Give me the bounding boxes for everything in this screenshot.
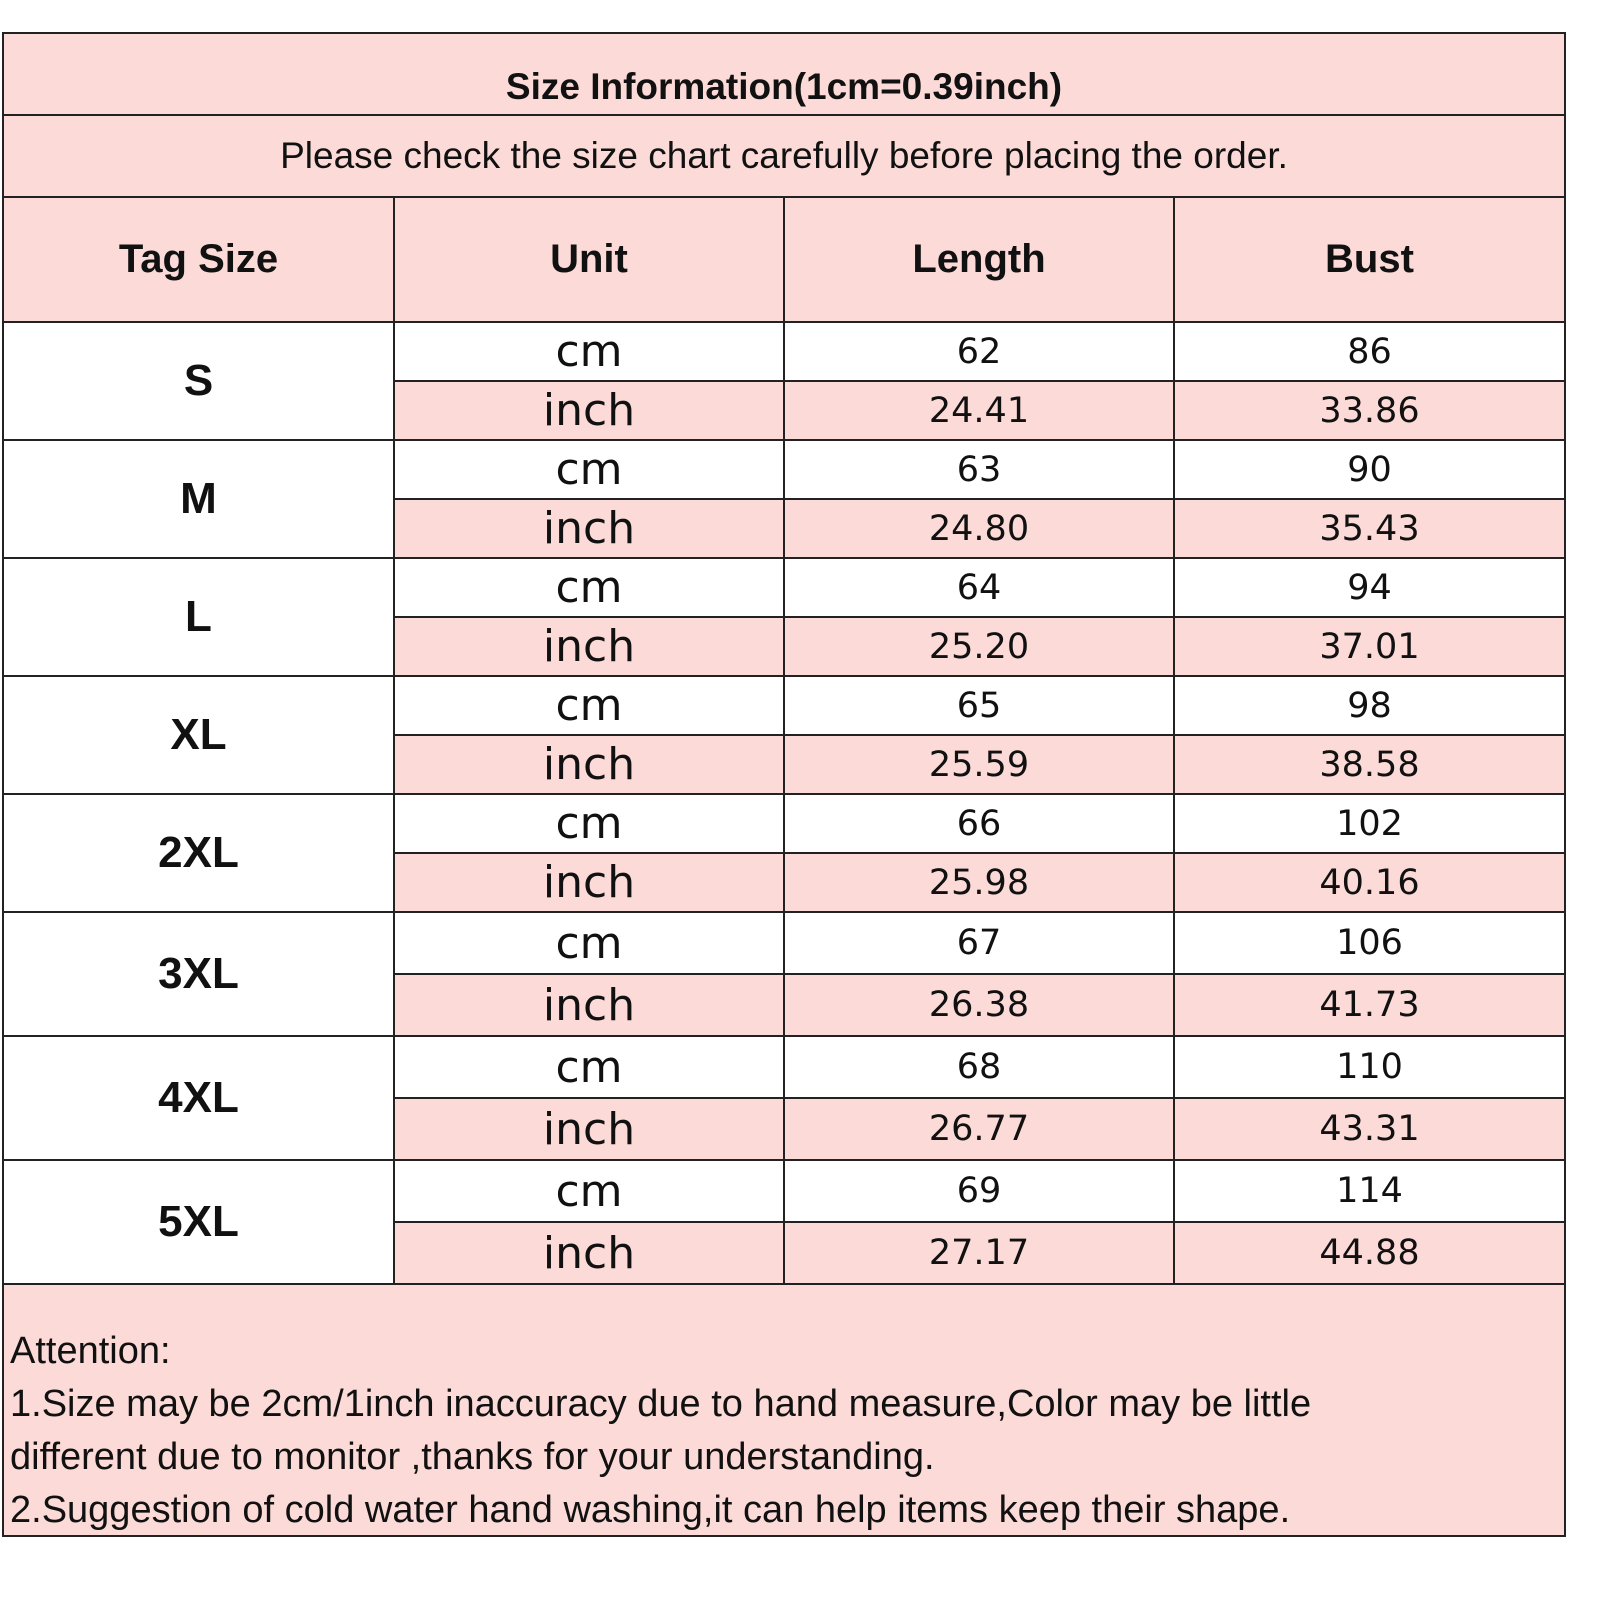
bust-cell: 35.43 [1173,498,1564,559]
attention-notes: Attention: 1.Size may be 2cm/1inch inacc… [4,1285,1564,1537]
bust-cell: 86 [1173,321,1564,382]
unit-cell: inch [394,852,785,913]
unit-cell: inch [394,1221,785,1285]
table-row: XL cm 65 98 [4,675,1564,795]
table-row: inch 26.77 43.31 [4,1097,1564,1161]
bust-cell: 90 [1173,439,1564,500]
table-row: inch 25.59 38.58 [4,734,1564,795]
unit-cell: inch [394,973,785,1037]
bust-cell: 37.01 [1173,616,1564,677]
table-row: inch 24.80 35.43 [4,498,1564,559]
table-row: inch 27.17 44.88 [4,1221,1564,1285]
tag-size-cell: M [4,439,395,559]
bust-cell: 33.86 [1173,380,1564,441]
unit-cell: inch [394,1097,785,1161]
unit-cell: inch [394,616,785,677]
length-cell: 26.77 [783,1097,1175,1161]
bust-cell: 41.73 [1173,973,1564,1037]
table-row: 2XL cm 66 102 [4,793,1564,913]
tag-size-cell: 4XL [4,1035,395,1161]
length-cell: 63 [783,439,1175,500]
bust-cell: 98 [1173,675,1564,736]
note-line: 1.Size may be 2cm/1inch inaccuracy due t… [10,1383,1312,1425]
unit-cell: cm [393,793,785,854]
chart-title: Size Information(1cm=0.39inch) [4,34,1564,116]
table-row: inch 24.41 33.86 [4,380,1564,441]
unit-cell: cm [393,1035,785,1099]
column-header-unit: Unit [393,198,785,323]
tag-size-cell: L [4,557,395,677]
length-cell: 65 [783,675,1175,736]
unit-cell: cm [393,321,785,382]
length-cell: 25.59 [783,734,1175,795]
size-chart: Size Information(1cm=0.39inch) Please ch… [2,32,1566,1537]
note-line: 2.Suggestion of cold water hand washing,… [10,1489,1291,1531]
table-row: 5XL cm 69 114 [4,1159,1564,1285]
bust-cell: 44.88 [1173,1221,1564,1285]
column-header-length: Length [783,198,1175,323]
tag-size-cell: S [4,321,395,441]
bust-cell: 40.16 [1173,852,1564,913]
bust-cell: 94 [1173,557,1564,618]
bust-cell: 110 [1173,1035,1564,1099]
unit-cell: cm [393,911,785,975]
length-cell: 67 [783,911,1175,975]
bust-cell: 102 [1173,793,1564,854]
table-row: 3XL cm 67 106 [4,911,1564,1037]
unit-cell: cm [393,675,785,736]
column-header-tag-size: Tag Size [4,198,395,323]
length-cell: 26.38 [783,973,1175,1037]
length-cell: 25.20 [783,616,1175,677]
unit-cell: cm [393,1159,785,1223]
length-cell: 24.41 [783,380,1175,441]
table-row: inch 25.20 37.01 [4,616,1564,677]
tag-size-cell: XL [4,675,395,795]
column-header-bust: Bust [1173,198,1564,323]
table-row: inch 26.38 41.73 [4,973,1564,1037]
bust-cell: 114 [1173,1159,1564,1223]
unit-cell: cm [393,439,785,500]
length-cell: 69 [783,1159,1175,1223]
tag-size-cell: 5XL [4,1159,395,1285]
notes-heading: Attention: [10,1330,171,1372]
bust-cell: 43.31 [1173,1097,1564,1161]
length-cell: 68 [783,1035,1175,1099]
table-row: inch 25.98 40.16 [4,852,1564,913]
length-cell: 27.17 [783,1221,1175,1285]
note-line: different due to monitor ,thanks for you… [10,1436,935,1478]
length-cell: 66 [783,793,1175,854]
unit-cell: cm [393,557,785,618]
table-row: 4XL cm 68 110 [4,1035,1564,1161]
length-cell: 62 [783,321,1175,382]
tag-size-cell: 2XL [4,793,395,913]
length-cell: 24.80 [783,498,1175,559]
bust-cell: 106 [1173,911,1564,975]
bust-cell: 38.58 [1173,734,1564,795]
length-cell: 64 [783,557,1175,618]
unit-cell: inch [394,380,785,441]
unit-cell: inch [394,498,785,559]
tag-size-cell: 3XL [4,911,395,1037]
chart-subtitle: Please check the size chart carefully be… [4,116,1564,198]
unit-cell: inch [394,734,785,795]
length-cell: 25.98 [783,852,1175,913]
